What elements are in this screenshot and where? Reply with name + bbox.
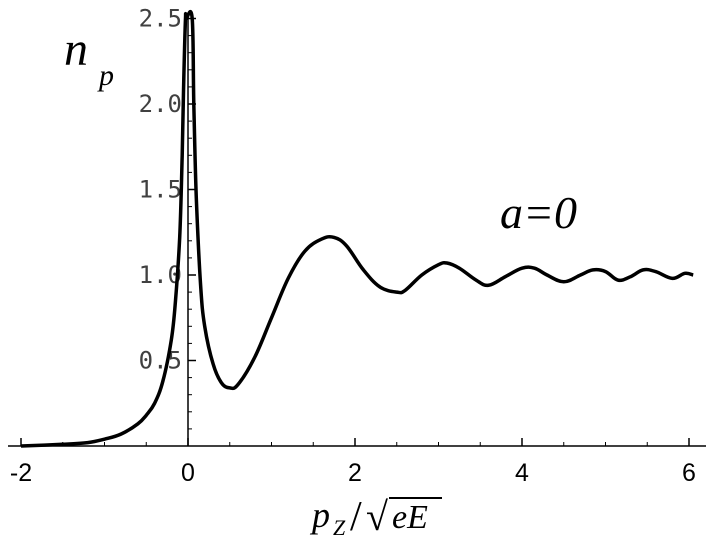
x-axis-label-main: p — [309, 495, 330, 535]
x-tick-label: 4 — [515, 459, 529, 487]
x-tick-label: 0 — [181, 459, 195, 487]
x-tick-label: 2 — [348, 459, 362, 487]
y-axis-label-sub: p — [97, 59, 114, 92]
y-axis-label-subscript: p — [97, 59, 114, 92]
x-axis-label-separator: / — [350, 494, 362, 540]
x-axis-label-root: √ — [366, 494, 388, 539]
y-tick-label: 2.0 — [139, 90, 182, 118]
x-tick-label: 6 — [682, 459, 696, 487]
series-line — [20, 9, 694, 448]
x-axis-label-radicand: eE — [392, 499, 428, 536]
y-tick-label: 1.0 — [139, 261, 182, 289]
tick-layer: -2 0 2 4 6 0.5 1.0 1.5 2.0 2.5 — [10, 5, 696, 488]
series-layer — [20, 9, 694, 448]
annotation-a-0: a=0 — [500, 187, 577, 238]
y-axis-label-main: n — [64, 23, 88, 76]
x-tick-label: -2 — [10, 459, 32, 487]
y-tick-label: 2.5 — [139, 5, 182, 33]
y-axis-label: n — [64, 23, 88, 76]
y-tick-label: 1.5 — [139, 176, 182, 204]
y-tick-label: 0.5 — [139, 347, 182, 375]
axes-layer — [8, 18, 706, 447]
x-axis-label-sub: Z — [333, 515, 346, 540]
